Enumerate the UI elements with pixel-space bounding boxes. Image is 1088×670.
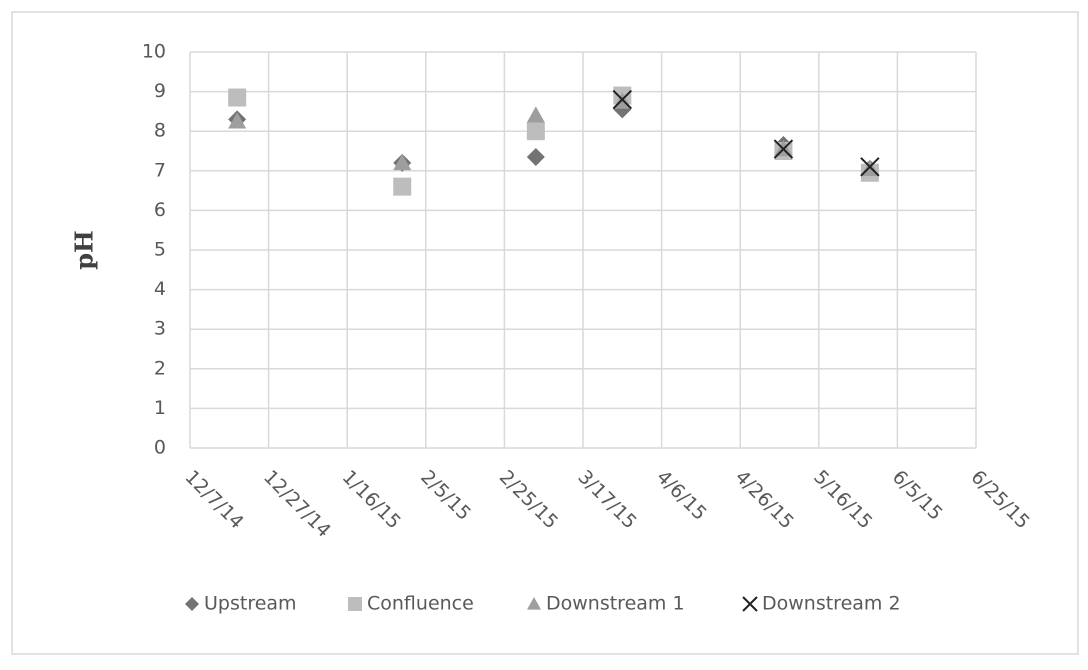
y-tick-label: 10 bbox=[142, 41, 166, 63]
marker bbox=[773, 139, 794, 159]
marker bbox=[526, 106, 545, 123]
y-tick-label: 2 bbox=[154, 357, 166, 379]
marker bbox=[526, 147, 545, 166]
marker bbox=[393, 177, 412, 196]
y-tick-label: 0 bbox=[154, 437, 166, 459]
marker bbox=[526, 122, 545, 141]
legend-label: Upstream bbox=[204, 593, 297, 615]
marker bbox=[348, 597, 362, 611]
y-tick-label: 8 bbox=[154, 120, 166, 142]
y-axis-label: pH bbox=[70, 230, 99, 269]
marker bbox=[612, 89, 633, 110]
marker bbox=[527, 597, 541, 610]
y-tick-label: 5 bbox=[154, 239, 166, 261]
marker bbox=[228, 112, 247, 129]
y-tick-label: 1 bbox=[154, 397, 166, 419]
legend-label: Downstream 2 bbox=[762, 593, 901, 615]
marker bbox=[393, 153, 412, 171]
legend-label: Confluence bbox=[367, 593, 474, 615]
chart-frame bbox=[11, 11, 1079, 655]
y-tick-label: 7 bbox=[154, 159, 166, 181]
y-tick-label: 6 bbox=[154, 199, 166, 221]
marker bbox=[228, 88, 247, 107]
marker bbox=[185, 597, 199, 611]
legend-label: Downstream 1 bbox=[546, 593, 685, 615]
y-tick-label: 4 bbox=[154, 278, 166, 300]
y-tick-label: 9 bbox=[154, 80, 166, 102]
marker bbox=[742, 596, 758, 612]
y-tick-label: 3 bbox=[154, 318, 166, 340]
marker bbox=[860, 157, 880, 177]
